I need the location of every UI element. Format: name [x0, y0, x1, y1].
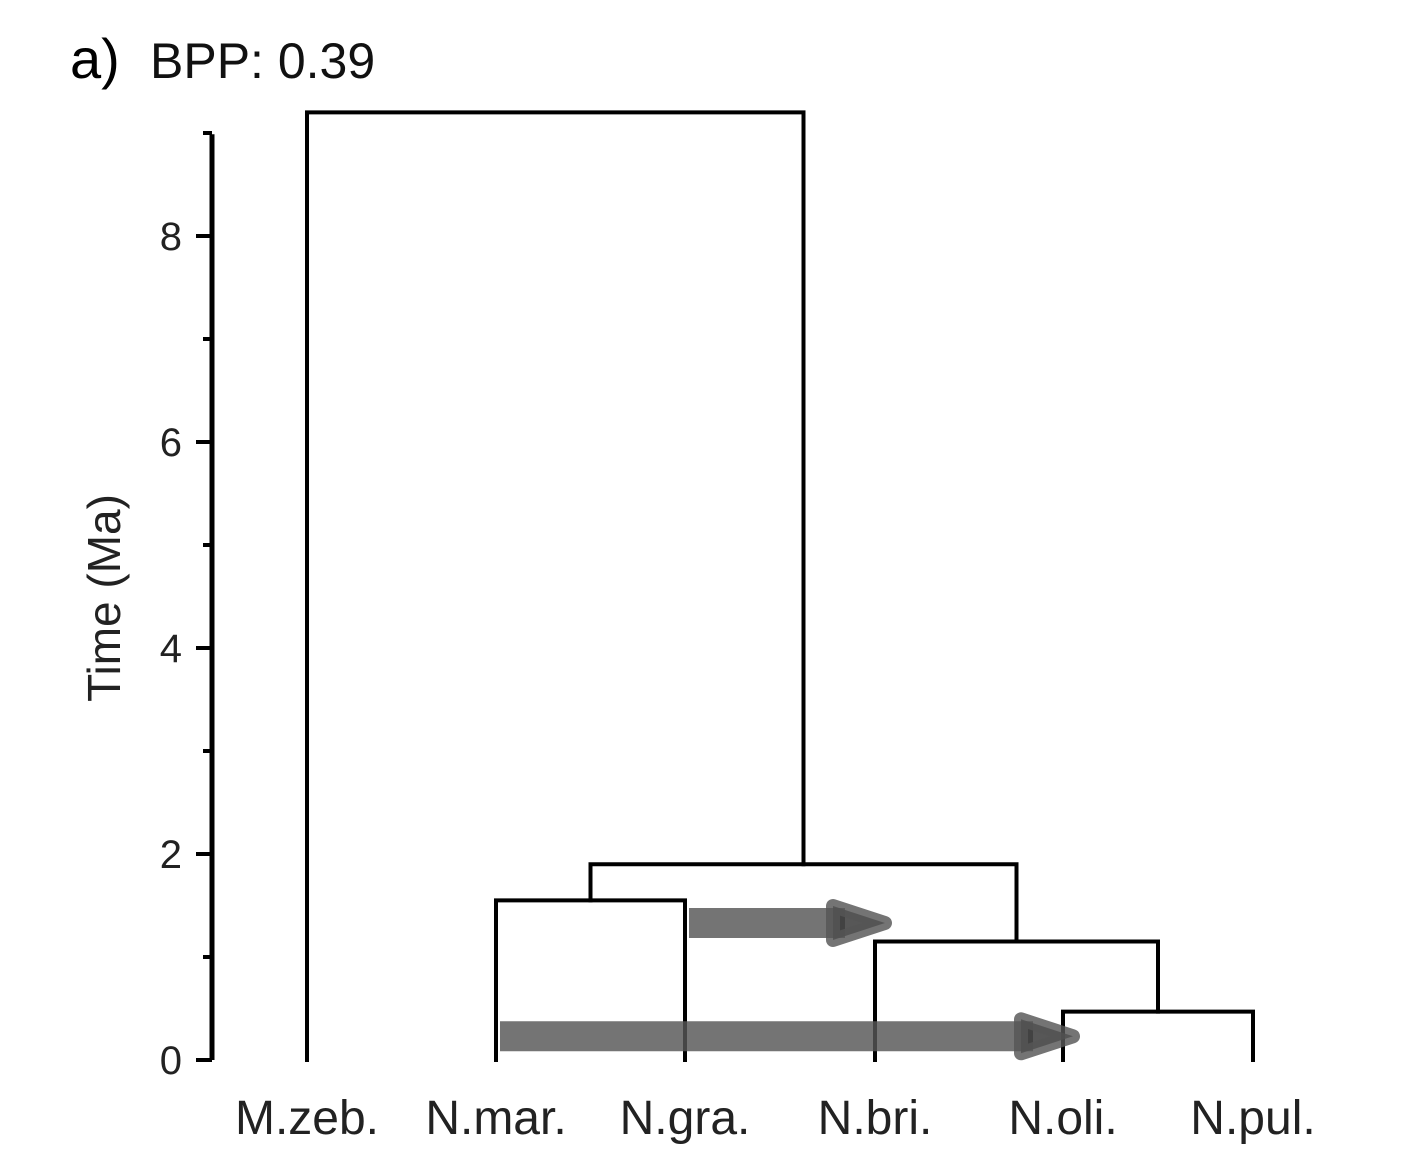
tick-label: 0	[160, 1039, 182, 1083]
time-axis: Time (Ma) 0 2 4 6 8	[78, 131, 215, 1083]
taxon-label: N.bri.	[818, 1092, 933, 1145]
taxon-label: N.pul.	[1190, 1092, 1315, 1145]
introgression-arrows	[500, 899, 1080, 1061]
taxon-label: N.oli.	[1008, 1092, 1117, 1145]
taxon-label: M.zeb.	[235, 1092, 379, 1145]
introgression-arrow-head	[1014, 1012, 1080, 1061]
axis-title: Time (Ma)	[78, 494, 130, 702]
tick-label: 8	[160, 215, 182, 259]
tree-branch	[305, 110, 806, 1062]
tick-label: 4	[160, 627, 182, 671]
tick-label: 2	[160, 833, 182, 877]
taxon-label: N.gra.	[620, 1092, 751, 1145]
panel-letter: a)	[70, 27, 120, 90]
tree-branch	[1061, 1009, 1255, 1062]
tick-label: 6	[160, 421, 182, 465]
introgression-arrow-head	[826, 899, 892, 948]
taxon-labels: M.zeb. N.mar. N.gra. N.bri. N.oli. N.pul.	[235, 1092, 1316, 1145]
taxon-label: N.mar.	[425, 1092, 566, 1145]
panel-title: BPP: 0.39	[150, 33, 375, 89]
